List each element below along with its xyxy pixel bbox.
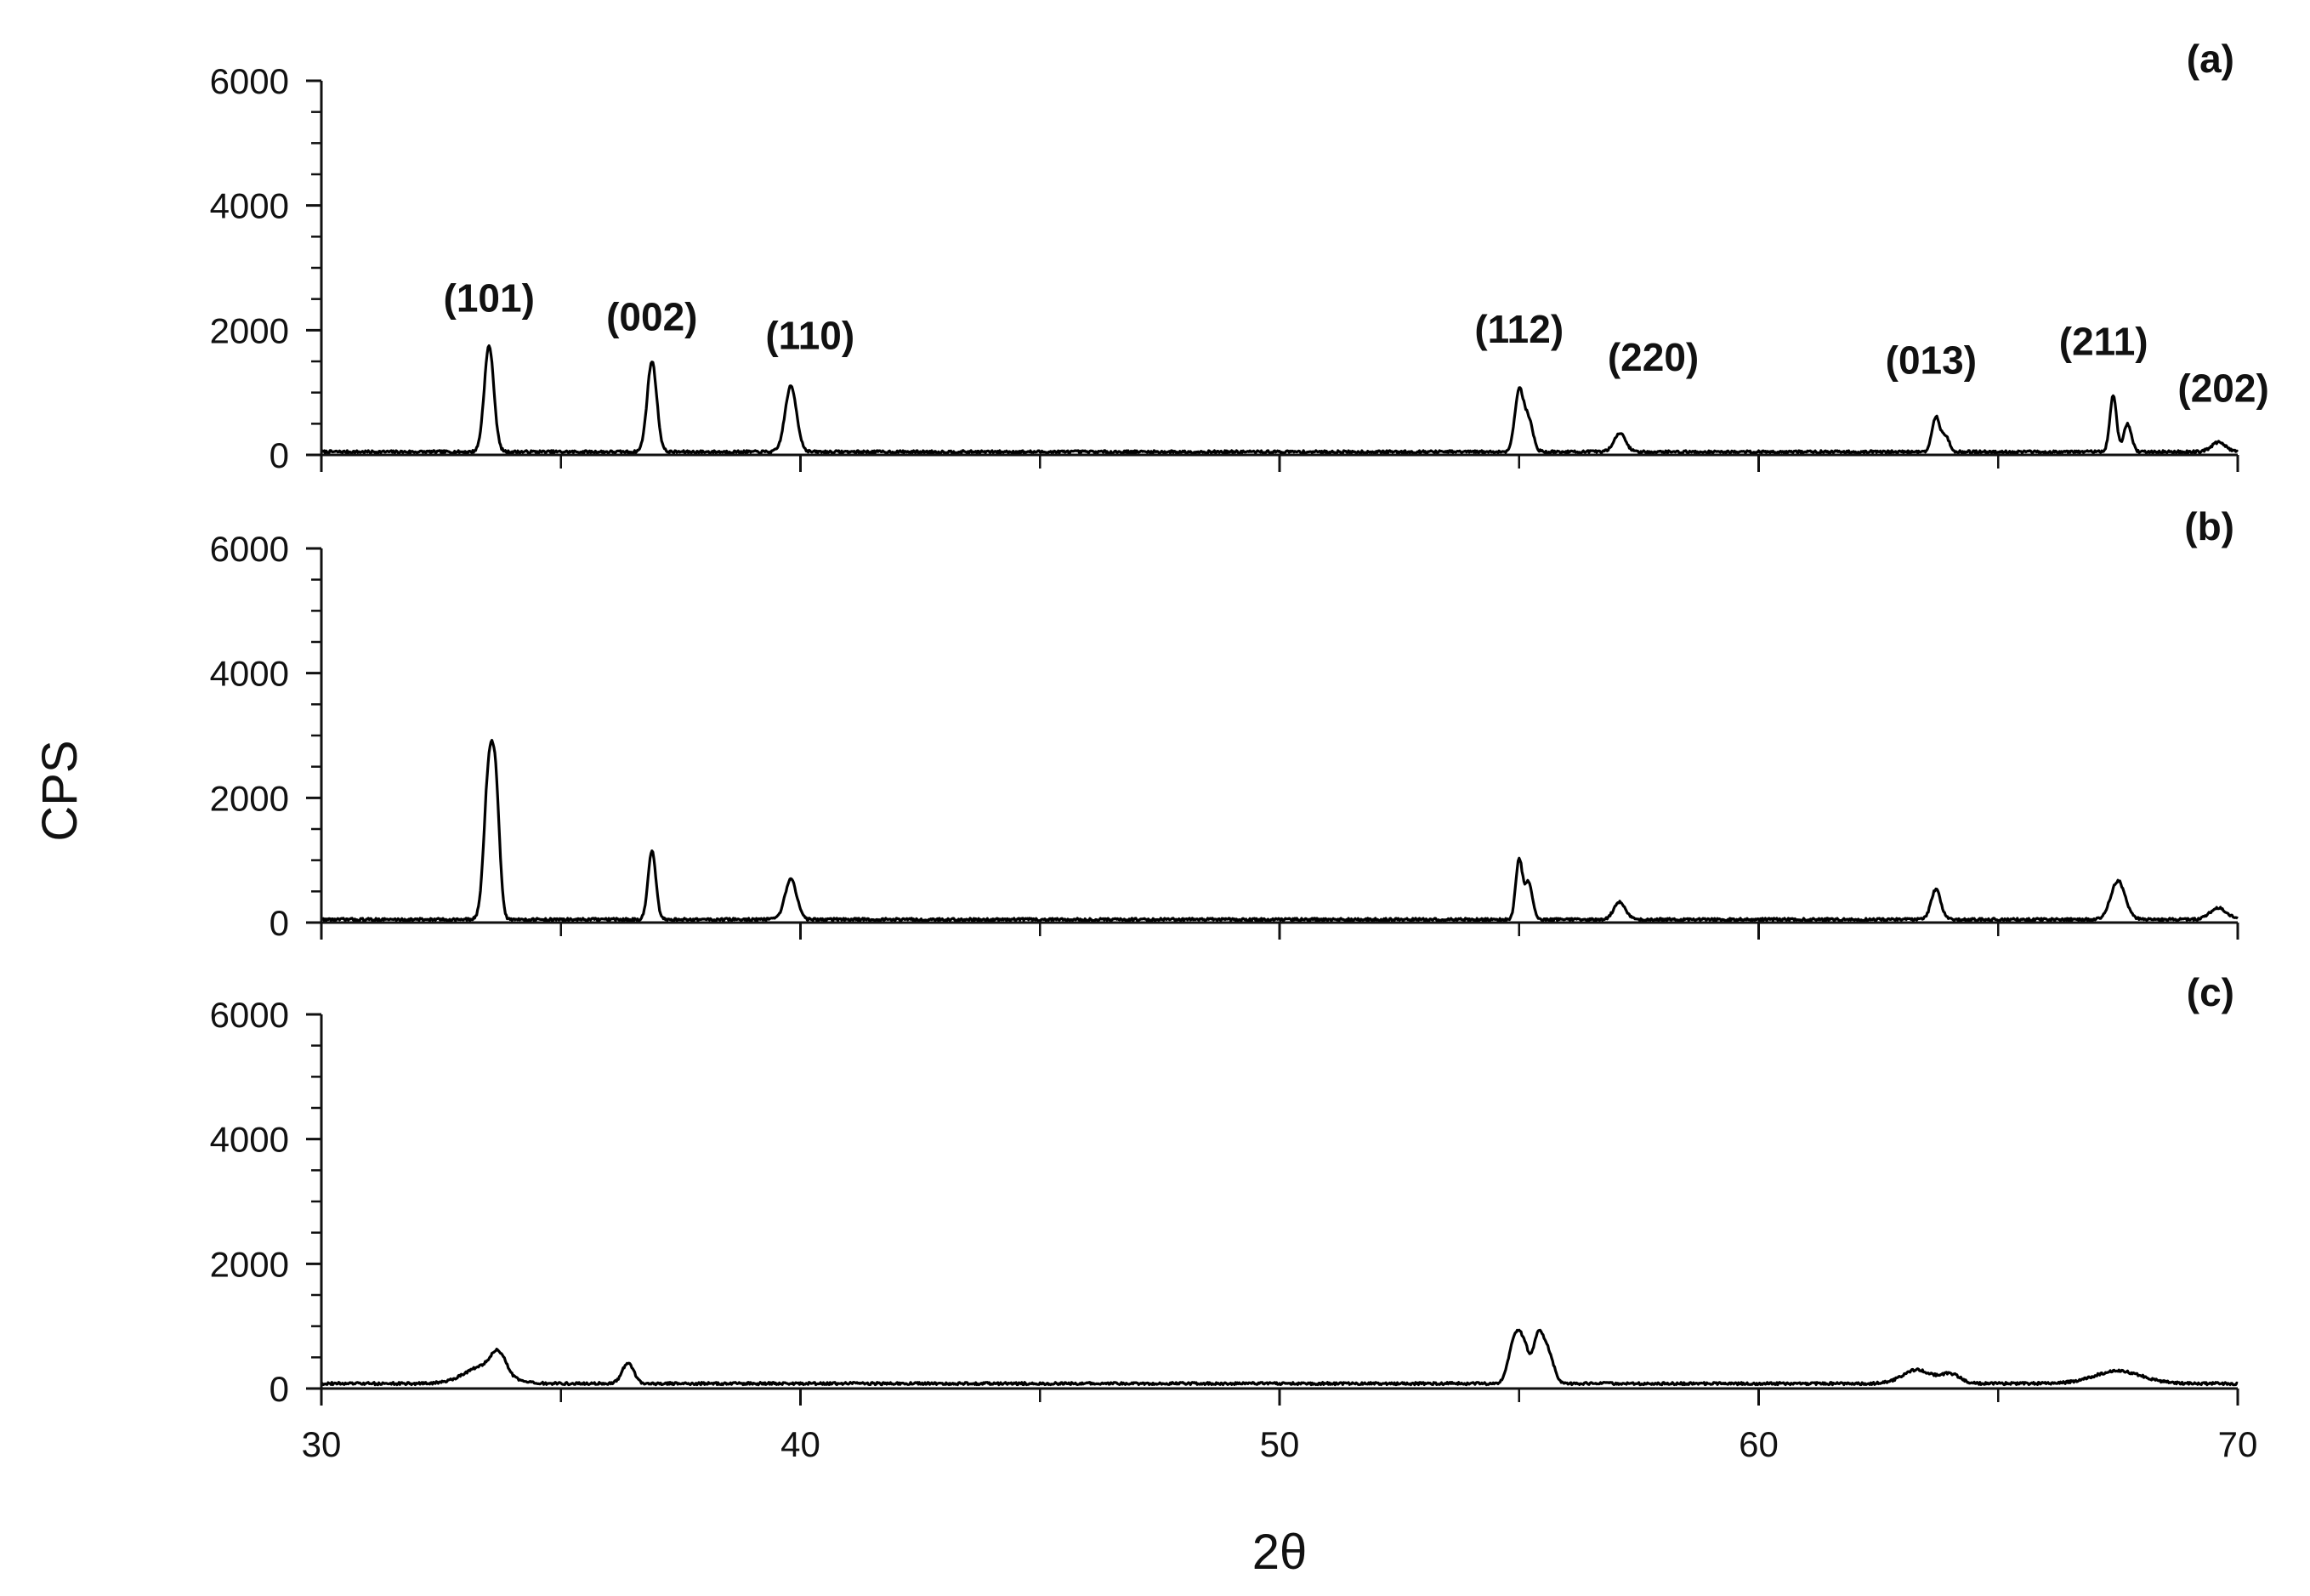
panel-label: (c) [2187, 970, 2234, 1014]
y-tick-label: 0 [270, 903, 289, 943]
peak-label: (013) [1886, 338, 1977, 383]
x-tick-label: 70 [2218, 1424, 2258, 1464]
panel-3: 0 2000 4000 6000 (c) [210, 970, 2239, 1409]
x-tick-label: 40 [780, 1424, 820, 1464]
x-axis-title: 2θ [1252, 1525, 1308, 1580]
peak-label: (110) [765, 313, 854, 357]
peak-label: (002) [606, 294, 697, 338]
panel-label: (a) [2187, 37, 2234, 81]
y-tick-label: 6000 [210, 529, 289, 569]
y-tick-label: 6000 [210, 995, 289, 1035]
x-tick-label: 60 [1739, 1424, 1779, 1464]
y-tick-label: 0 [270, 1369, 289, 1409]
y-axis-title: CPS [32, 740, 88, 841]
panel-1: 0 2000 4000 6000 (a) (101) (002) (110) (112) (220… [210, 37, 2269, 475]
peak-label: (101) [444, 275, 535, 320]
y-tick-label: 4000 [210, 654, 289, 694]
peak-label: (220) [1608, 335, 1699, 379]
xrd-pattern-line-2 [320, 739, 2239, 923]
panel-label: (b) [2184, 504, 2234, 548]
peak-label: (112) [1474, 307, 1564, 351]
x-tick-label: 50 [1260, 1424, 1300, 1464]
y-tick-label: 4000 [210, 186, 289, 226]
y-tick-label: 6000 [210, 61, 289, 101]
y-tick-label: 2000 [210, 310, 289, 350]
y-tick-label: 2000 [210, 778, 289, 818]
xrd-pattern-line-1 [320, 344, 2239, 455]
xrd-pattern-line-3 [321, 1328, 2239, 1387]
y-tick-label: 0 [270, 435, 289, 475]
peak-label: (202) [2177, 366, 2268, 411]
x-tick-label: 30 [302, 1424, 342, 1464]
y-tick-label: 2000 [210, 1244, 289, 1284]
peak-label: (211) [2059, 320, 2148, 364]
panel-2: 0 2000 4000 6000 (b) [210, 504, 2239, 943]
y-tick-label: 4000 [210, 1120, 289, 1160]
